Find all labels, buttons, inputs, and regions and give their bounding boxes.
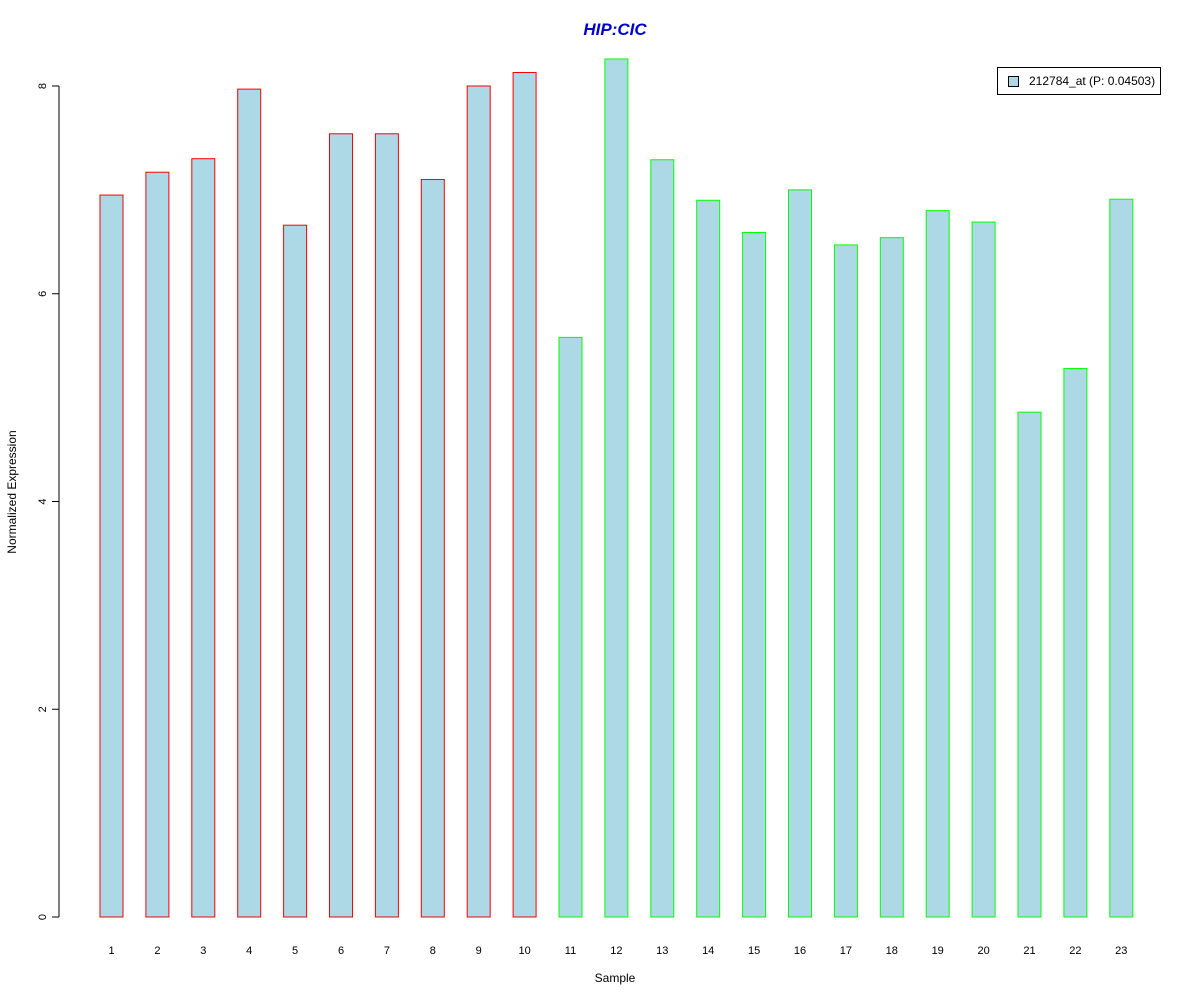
x-tick-label: 9 <box>476 945 482 957</box>
x-tick-label: 15 <box>748 945 760 957</box>
bar-sample-11 <box>558 336 583 918</box>
bar-sample-10 <box>512 71 537 918</box>
x-tick-label: 3 <box>200 945 206 957</box>
x-tick-label: 6 <box>338 945 344 957</box>
bar-sample-5 <box>283 224 308 918</box>
x-tick-label: 16 <box>794 945 806 957</box>
x-tick-label: 7 <box>384 945 390 957</box>
bar-sample-22 <box>1063 368 1088 918</box>
bar-sample-8 <box>420 178 445 918</box>
bar-sample-3 <box>191 158 216 918</box>
x-tick-label: 21 <box>1023 945 1035 957</box>
bar-sample-2 <box>145 171 170 918</box>
y-tick-label: 8 <box>37 83 49 89</box>
bar-sample-16 <box>788 189 812 918</box>
x-tick-label: 22 <box>1069 945 1081 957</box>
bar-sample-1 <box>99 194 124 918</box>
bar-sample-13 <box>650 159 675 918</box>
x-tick-label: 5 <box>292 945 298 957</box>
x-tick-label: 14 <box>702 945 714 957</box>
y-tick-label: 6 <box>37 291 49 297</box>
bar-sample-12 <box>604 58 629 918</box>
legend-label: 212784_at (P: 0.04503) <box>1029 74 1156 88</box>
bar-sample-7 <box>374 133 399 918</box>
legend-swatch <box>1008 75 1019 87</box>
x-tick-label: 12 <box>610 945 622 957</box>
bar-sample-23 <box>1109 198 1134 918</box>
legend: 212784_at (P: 0.04503) <box>997 67 1161 95</box>
bar-sample-15 <box>742 231 767 918</box>
y-axis-label: Normalized Expression <box>5 430 19 554</box>
x-tick-label: 1 <box>108 945 114 957</box>
y-tick-label: 2 <box>37 706 49 712</box>
bar-sample-18 <box>879 237 904 918</box>
x-tick-label: 2 <box>154 945 160 957</box>
x-tick-label: 17 <box>840 945 852 957</box>
x-axis-label: Sample <box>594 971 636 985</box>
x-tick-label: 20 <box>977 945 989 957</box>
x-tick-label: 18 <box>886 945 898 957</box>
bar-sample-19 <box>925 210 950 918</box>
bar-sample-21 <box>1017 411 1042 918</box>
x-tick-label: 10 <box>518 945 530 957</box>
bar-sample-4 <box>237 88 262 918</box>
bar-sample-17 <box>833 244 858 918</box>
y-tick-label: 0 <box>37 914 49 920</box>
bar-sample-20 <box>971 221 996 918</box>
x-tick-label: 19 <box>932 945 944 957</box>
bar-sample-6 <box>329 133 353 918</box>
x-tick-label: 23 <box>1115 945 1127 957</box>
bar-sample-9 <box>466 85 491 918</box>
x-tick-label: 11 <box>565 945 576 957</box>
y-tick-label: 4 <box>37 498 49 504</box>
bar-sample-14 <box>696 199 721 918</box>
x-tick-label: 13 <box>656 945 668 957</box>
x-tick-label: 8 <box>430 945 436 957</box>
chart-title: HIP:CIC <box>583 20 647 39</box>
x-tick-label: 4 <box>246 945 252 957</box>
